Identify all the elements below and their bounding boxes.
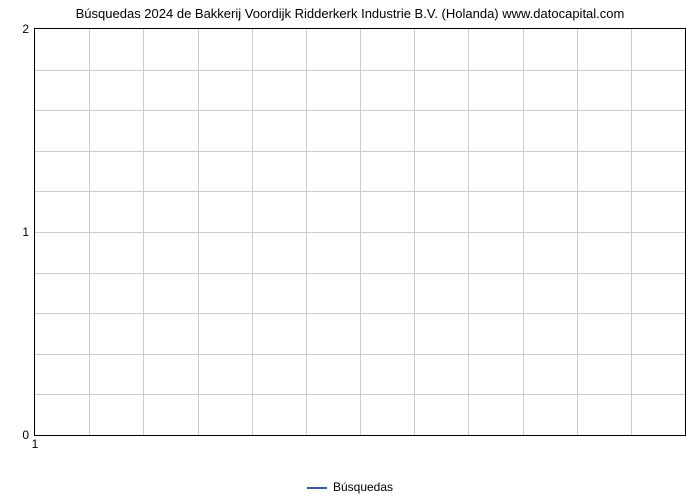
gridline-vertical bbox=[523, 29, 524, 435]
gridline-vertical bbox=[89, 29, 90, 435]
y-axis-tick-label: 2 bbox=[22, 22, 29, 36]
y-axis-tick-label: 0 bbox=[22, 428, 29, 442]
gridline-vertical bbox=[143, 29, 144, 435]
gridline-vertical bbox=[198, 29, 199, 435]
x-axis-tick-label: 1 bbox=[32, 437, 39, 451]
plot-area: 0121 bbox=[34, 28, 686, 436]
y-axis-tick-label: 1 bbox=[22, 225, 29, 239]
gridline-vertical bbox=[414, 29, 415, 435]
gridline-vertical bbox=[631, 29, 632, 435]
gridline-vertical bbox=[306, 29, 307, 435]
gridline-vertical bbox=[468, 29, 469, 435]
chart-title: Búsquedas 2024 de Bakkerij Voordijk Ridd… bbox=[0, 6, 700, 21]
gridline-vertical bbox=[360, 29, 361, 435]
legend-line-icon bbox=[307, 487, 327, 489]
gridline-vertical bbox=[252, 29, 253, 435]
legend-label: Búsquedas bbox=[333, 480, 393, 494]
gridline-vertical bbox=[577, 29, 578, 435]
legend: Búsquedas bbox=[0, 480, 700, 494]
chart-area: 0121 bbox=[34, 28, 686, 452]
chart-container: Búsquedas 2024 de Bakkerij Voordijk Ridd… bbox=[0, 0, 700, 500]
